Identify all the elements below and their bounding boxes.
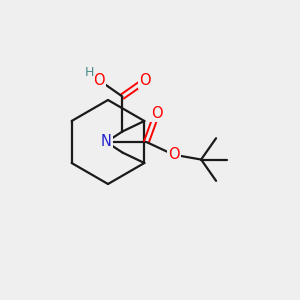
Text: O: O <box>151 106 162 121</box>
Text: O: O <box>168 147 179 162</box>
Text: H: H <box>85 66 94 79</box>
Text: O: O <box>140 73 151 88</box>
Text: O: O <box>94 73 105 88</box>
Text: N: N <box>101 134 112 149</box>
